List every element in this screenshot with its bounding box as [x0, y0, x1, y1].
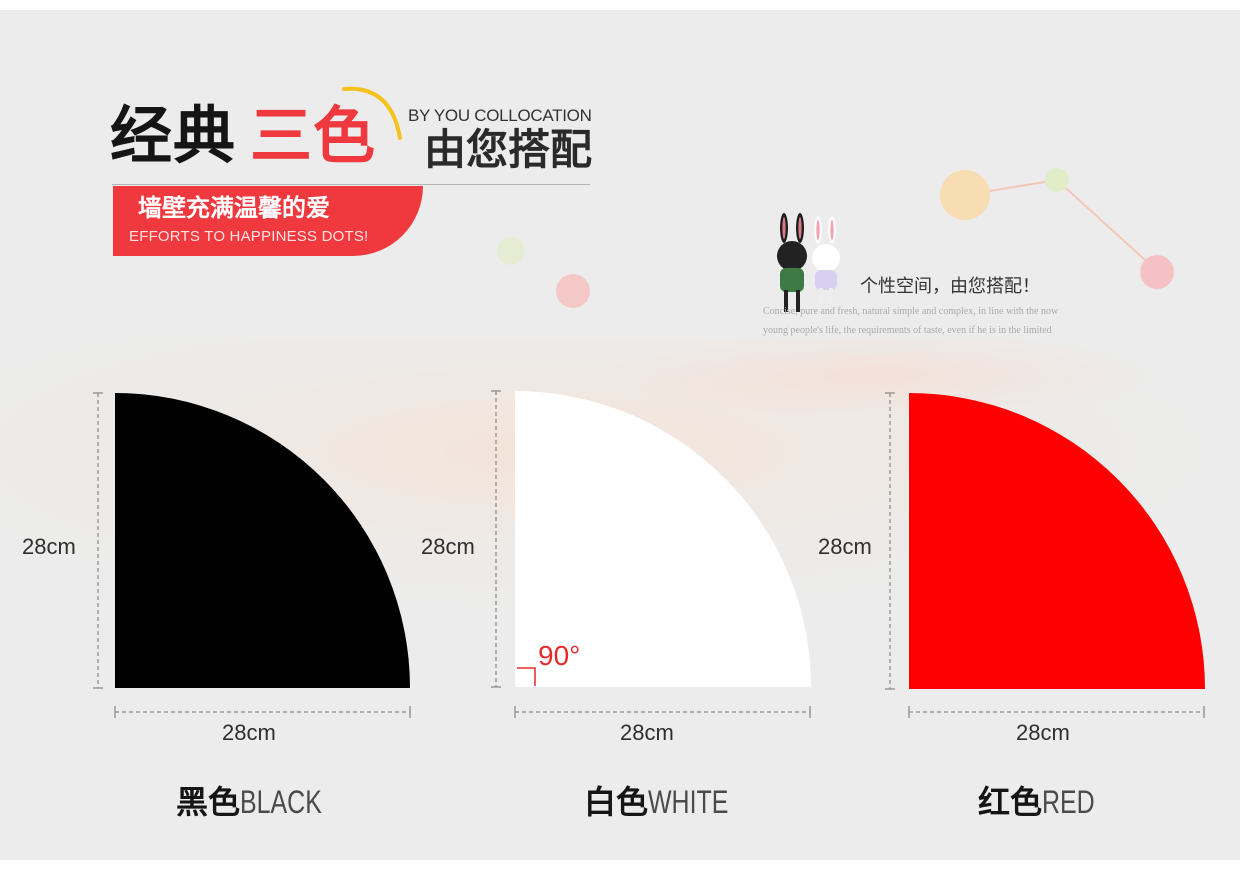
height-label-red: 28cm: [818, 534, 872, 559]
bubble-green: [1045, 168, 1069, 192]
color-name-black-en: BLACK: [240, 784, 322, 820]
title-accent: 三色: [250, 99, 377, 172]
color-name-red-en: RED: [1042, 784, 1095, 820]
rabbit-figurines-image: [777, 213, 840, 312]
quarter-circle-red-shape: [909, 393, 1205, 689]
height-label-black: 28cm: [22, 534, 76, 559]
title-main: 经典: [110, 99, 237, 172]
width-label-black: 28cm: [222, 720, 276, 745]
quarter-circle-white-shape: [515, 391, 811, 687]
slogan-banner: 墙壁充满温馨的爱 EFFORTS TO HAPPINESS DOTS!: [113, 186, 423, 256]
bubble-pink-left: [556, 274, 590, 308]
angle-label: 90°: [538, 640, 581, 671]
color-name-black: 黑色BLACK: [176, 780, 345, 830]
quarter-circle-red: [885, 392, 1205, 718]
color-name-white-en: WHITE: [648, 784, 729, 820]
header-divider: [112, 184, 590, 185]
color-name-black-cn: 黑色: [176, 783, 241, 821]
width-label-white: 28cm: [620, 720, 674, 745]
background-haze-streak: [600, 330, 1160, 420]
color-name-red: 红色RED: [978, 780, 1110, 830]
bubble-yellow: [940, 170, 990, 220]
slogan-en: EFFORTS TO HAPPINESS DOTS!: [129, 228, 369, 245]
quarter-circle-white: [491, 390, 811, 718]
quarter-circle-black: [93, 392, 411, 718]
title-arc-decoration: [342, 86, 402, 140]
color-name-red-cn: 红色: [978, 783, 1043, 821]
quarter-circle-black-shape: [115, 393, 410, 688]
bubble-pink-right: [1140, 255, 1174, 289]
color-name-white-cn: 白色: [584, 783, 649, 821]
height-label-white: 28cm: [421, 534, 475, 559]
bubble-light-green: [497, 237, 525, 265]
subtitle-cn: 由您搭配: [424, 125, 593, 174]
subtitle-en: BY YOU COLLOCATION: [408, 106, 592, 125]
color-name-white: 白色WHITE: [584, 780, 751, 830]
blurb-text: Concise, pure and fresh, natural simple …: [763, 306, 1059, 336]
tagline-text: 个性空间，由您搭配！: [860, 276, 1040, 297]
width-label-red: 28cm: [1016, 720, 1070, 745]
slogan-cn: 墙壁充满温馨的爱: [138, 194, 330, 222]
right-angle-mark: [517, 667, 536, 686]
